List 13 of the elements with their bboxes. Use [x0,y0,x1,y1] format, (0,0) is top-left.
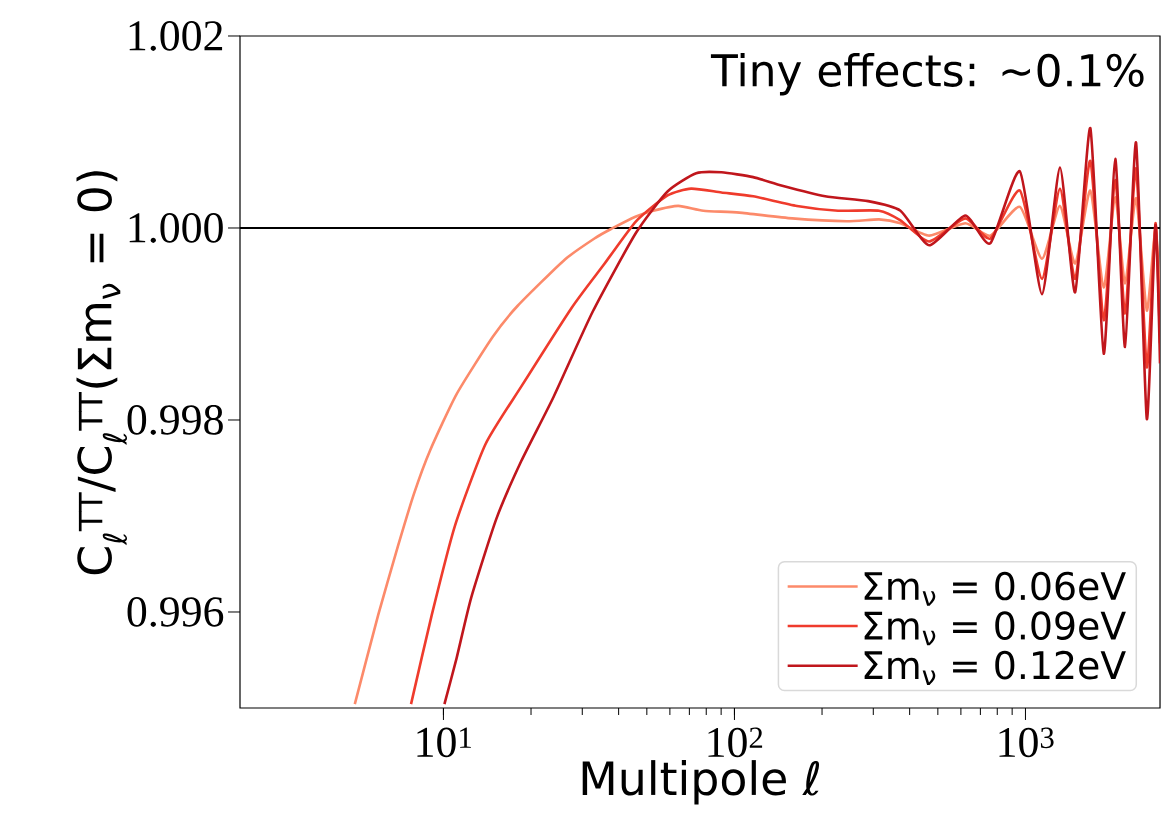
x-tick-label: 10$^{3}$ [999,727,1054,758]
text: C$_{ℓ}$$^{TT}$/C$_{ℓ}$$^{TT}$(Σm$_{ν}$ = 0) [76,171,128,575]
y-tick-label: 0.996 [127,597,224,627]
legend-label: Σm$_{ν}$ = 0.12eV [864,650,1126,685]
y-tick-label: 0.998 [127,405,223,435]
y-tick-label: 1.002 [129,21,223,51]
legend-label: Σm$_{ν}$ = 0.06eV [864,571,1126,606]
x-tick-label: 10$^{1}$ [417,727,471,758]
x-axis-title: Multipole ℓ [582,760,820,805]
annotation: Tiny effects: ~0.1% [710,52,1144,96]
legend-label: Σm$_{ν}$ = 0.09eV [864,611,1126,646]
x-tick-label: 10$^{2}$ [708,727,763,758]
y-tick-label: 1.000 [129,213,223,243]
